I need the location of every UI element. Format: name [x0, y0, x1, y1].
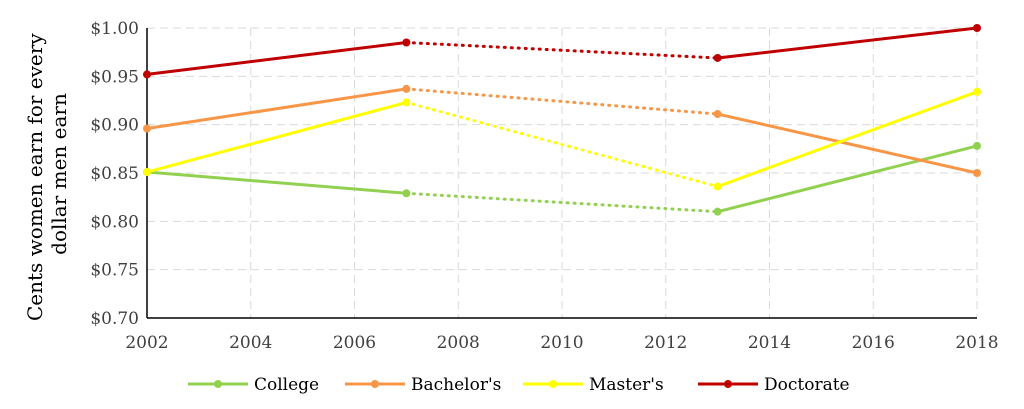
x-tick-label: 2016 — [852, 333, 895, 353]
series-bachelor-s-point — [713, 110, 722, 119]
x-tick-label: 2004 — [229, 333, 272, 353]
series-master-s-segment — [716, 90, 979, 189]
y-tick-label: $0.70 — [90, 309, 139, 329]
series-bachelor-s-point — [143, 124, 151, 133]
series-bachelor-s-point — [402, 84, 411, 93]
x-tick-label: 2002 — [125, 333, 168, 353]
legend: College Bachelor's Master's Doctorate — [188, 375, 850, 395]
series-bachelor-s-segment — [716, 112, 979, 175]
series-doctorate-segment — [145, 41, 408, 76]
series-doctorate-segment — [716, 26, 979, 60]
x-tick-label: 2006 — [333, 333, 376, 353]
series-doctorate-segment — [404, 41, 720, 60]
series-college-point — [973, 141, 981, 150]
series-doctorate-point — [973, 24, 981, 32]
legend-doctorate-label: Doctorate — [764, 375, 850, 395]
series-college-point — [713, 207, 722, 216]
series-college-segment — [716, 144, 979, 214]
legend-doctorate-swatch-marker — [724, 380, 732, 388]
y-tick-label: $0.95 — [90, 67, 139, 87]
y-tick-label: $0.85 — [90, 164, 139, 184]
x-tick-label: 2008 — [437, 333, 480, 353]
legend-college-label: College — [254, 375, 319, 395]
series-doctorate-point — [713, 53, 722, 62]
y-axis-title-line-1: Cents women earn for every — [23, 33, 47, 321]
x-tick-labels: 2002 2004 2006 2008 2010 2012 2014 2016 2018 — [125, 333, 998, 353]
y-tick-label: $0.75 — [90, 261, 139, 281]
y-axis-title: Cents women earn for every dollar men ea… — [23, 27, 71, 321]
y-tick-labels: $0.70 $0.75 $0.80 $0.85 $0.90 $0.95 $1.00 — [90, 19, 139, 329]
series-bachelor-s-point — [973, 169, 981, 177]
legend-master-s-swatch-marker — [549, 380, 557, 388]
series-lines — [143, 24, 981, 216]
series-master-s-segment — [404, 100, 720, 189]
y-tick-label: $1.00 — [90, 19, 139, 39]
gridlines — [147, 27, 978, 318]
series-doctorate-point — [143, 70, 151, 79]
series-master-s-point — [973, 87, 981, 96]
series-college-segment — [404, 191, 720, 214]
series-doctorate-point — [402, 38, 411, 47]
legend-bachelor-s-label: Bachelor's — [411, 375, 501, 395]
y-axis-title-line-2: dollar men earn — [47, 93, 71, 255]
x-tick-label: 2014 — [748, 333, 791, 353]
series-master-s-point — [143, 168, 151, 177]
series-master-s-point — [713, 182, 722, 191]
series-master-s-point — [402, 98, 411, 107]
series-bachelor-s-segment — [145, 87, 408, 131]
series-college-segment — [145, 170, 408, 195]
y-tick-label: $0.80 — [90, 212, 139, 232]
legend-bachelor-s-swatch-marker — [371, 380, 379, 388]
x-tick-label: 2010 — [540, 333, 583, 353]
legend-master-s-label: Master's — [589, 375, 664, 395]
series-college-point — [402, 189, 411, 198]
legend-college-swatch-marker — [214, 380, 222, 388]
y-tick-label: $0.90 — [90, 116, 139, 136]
series-bachelor-s-segment — [404, 87, 720, 116]
series-master-s-segment — [145, 100, 408, 174]
x-tick-label: 2012 — [644, 333, 687, 353]
x-tick-label: 2018 — [955, 333, 998, 353]
